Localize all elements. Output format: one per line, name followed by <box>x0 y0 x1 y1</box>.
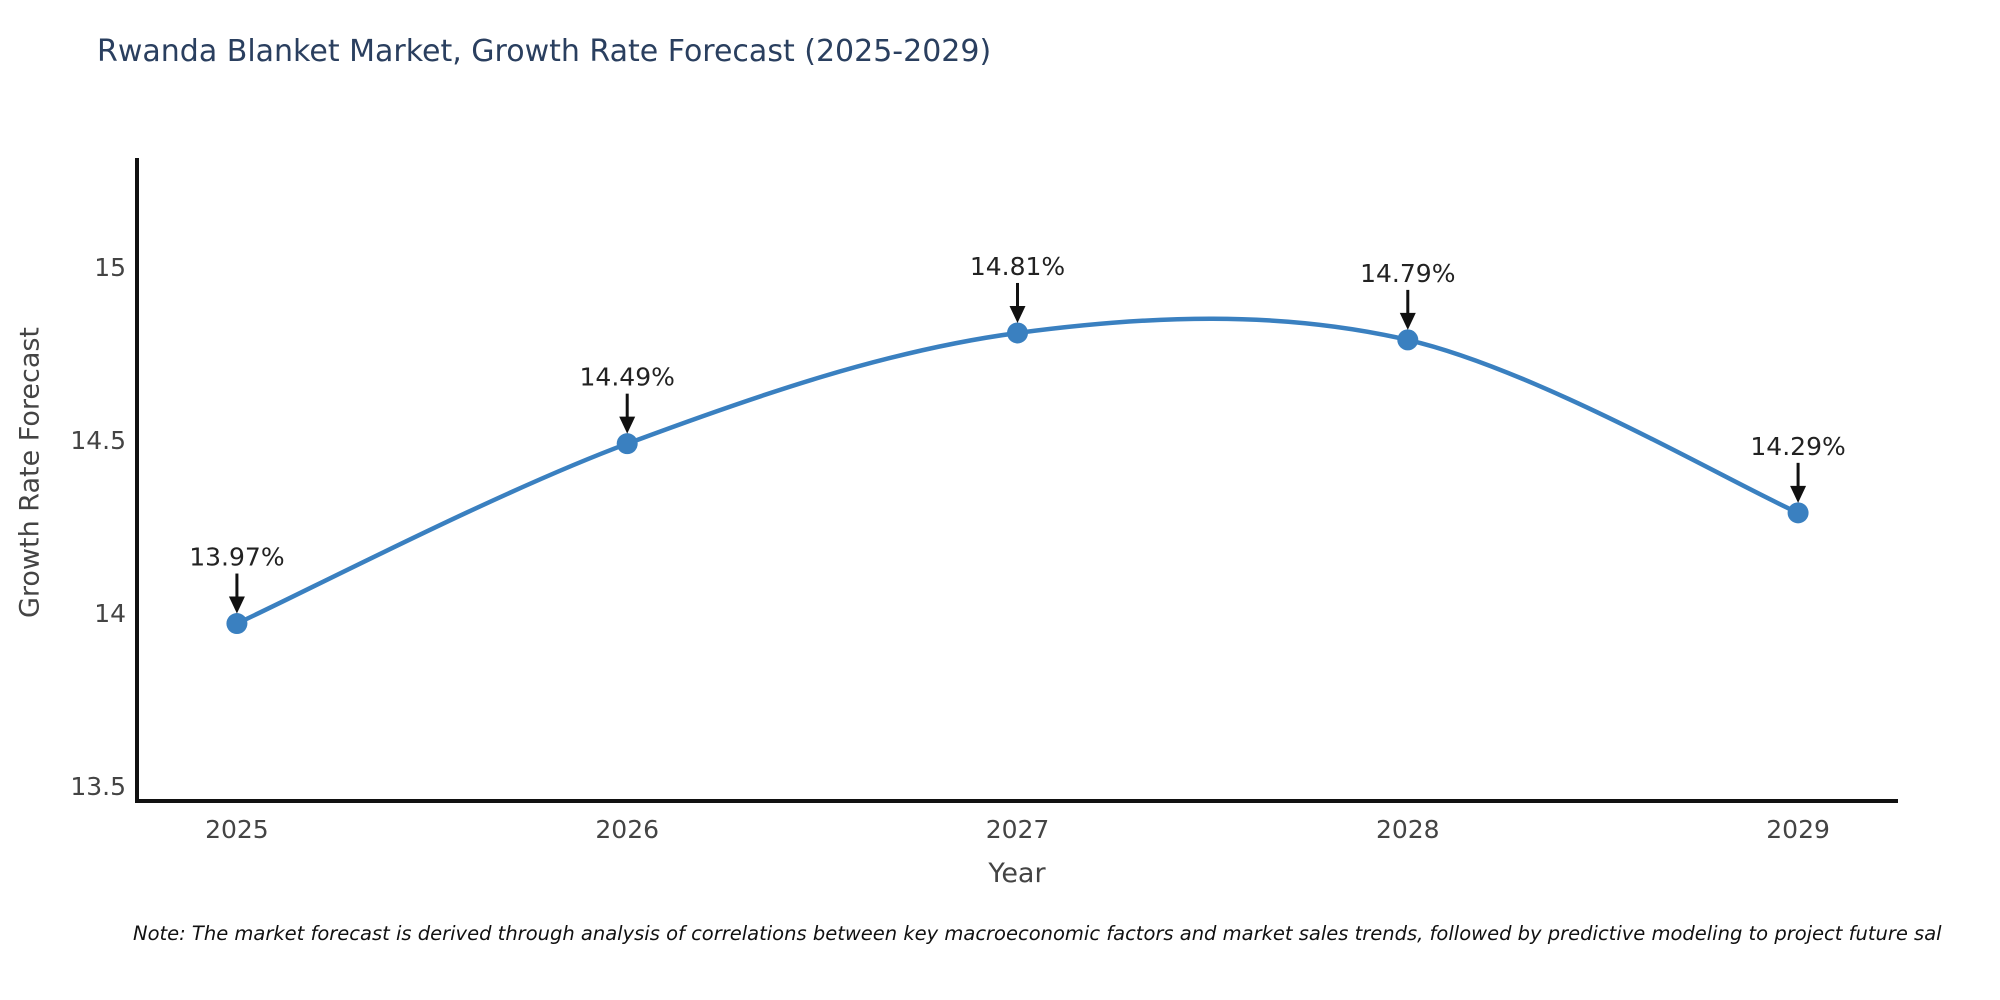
annotation-label: 14.79% <box>1360 259 1455 288</box>
forecast-line <box>234 316 1801 626</box>
x-tick-label: 2029 <box>1766 815 1830 844</box>
y-tick-label: 13.5 <box>70 772 126 801</box>
y-tick-label: 15 <box>94 253 126 282</box>
chart-footnote: Note: The market forecast is derived thr… <box>133 922 1942 945</box>
annotation-label: 14.29% <box>1750 432 1845 461</box>
annotation-arrowhead <box>1009 305 1026 323</box>
x-tick-label: 2026 <box>595 815 659 844</box>
annotation-arrowhead <box>228 596 245 614</box>
x-tick-label: 2025 <box>205 815 269 844</box>
x-axis-title: Year <box>988 858 1046 889</box>
x-tick-label: 2027 <box>986 815 1050 844</box>
y-tick-label: 14 <box>94 599 126 628</box>
data-point-2026 <box>616 433 638 455</box>
data-point-2029 <box>1787 502 1809 524</box>
data-point-2027 <box>1007 322 1028 344</box>
y-tick-label: 14.5 <box>70 426 126 455</box>
annotation-label: 14.49% <box>580 363 675 392</box>
annotation-label: 14.81% <box>970 252 1065 281</box>
annotation-label: 13.97% <box>189 543 284 572</box>
annotation-arrowhead <box>619 416 636 434</box>
annotation-arrowhead <box>1399 312 1416 330</box>
x-tick-label: 2028 <box>1376 815 1440 844</box>
annotation-arrowhead <box>1790 485 1807 503</box>
data-point-2025 <box>226 613 248 635</box>
data-point-2028 <box>1397 329 1419 351</box>
chart-title: Rwanda Blanket Market, Growth Rate Forec… <box>97 34 992 69</box>
